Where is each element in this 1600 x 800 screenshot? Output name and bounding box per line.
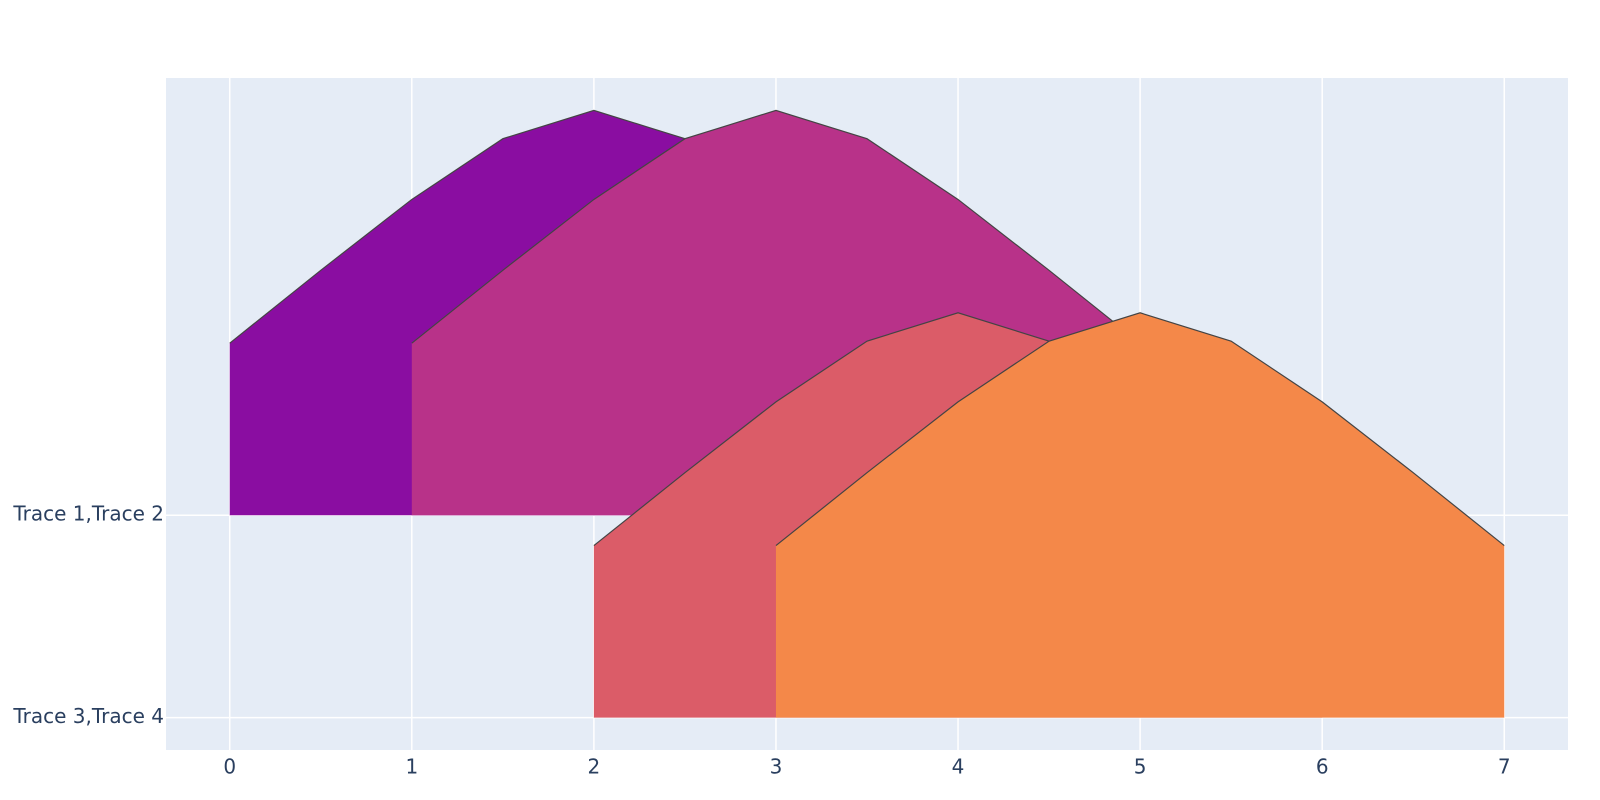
y-tick-label: Trace 1,Trace 2 [12, 502, 164, 526]
x-tick-label: 2 [588, 755, 601, 779]
y-tick-label: Trace 3,Trace 4 [12, 704, 164, 728]
x-tick-label: 4 [952, 755, 965, 779]
x-tick-label: 7 [1498, 755, 1511, 779]
x-tick-label: 5 [1134, 755, 1147, 779]
ridge-line [775, 312, 1505, 547]
x-tick-label: 6 [1316, 755, 1329, 779]
ridge-line [411, 109, 1141, 344]
x-tick-label: 3 [770, 755, 783, 779]
ridge-area [775, 312, 1505, 718]
x-tick-label: 0 [223, 755, 236, 779]
x-tick-label: 1 [405, 755, 418, 779]
